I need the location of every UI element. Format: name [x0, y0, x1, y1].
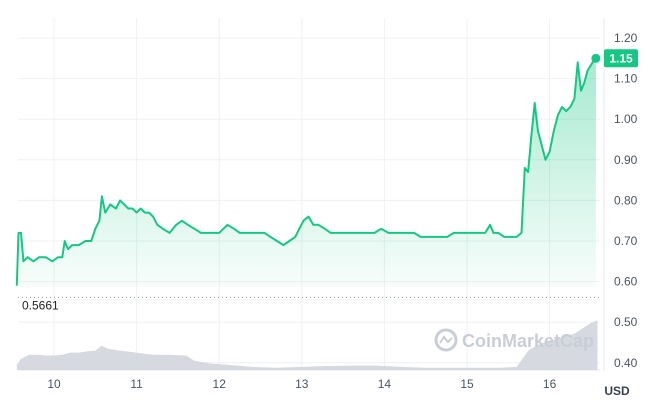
currency-label: USD	[604, 384, 630, 398]
y-axis: 1.20 1.10 1.00 0.90 0.80 0.70 0.60 0.50 0.40	[614, 31, 638, 370]
y-tick-label: 0.90	[614, 153, 638, 167]
y-tick-label: 0.70	[614, 234, 638, 248]
y-tick-label: 0.40	[614, 356, 638, 370]
y-tick-label: 1.10	[614, 72, 638, 86]
volume-area	[16, 320, 598, 370]
current-price-badge-text: 1.15	[609, 51, 633, 65]
price-area-fill	[16, 58, 596, 287]
x-tick-label: 15	[460, 377, 474, 391]
y-tick-label: 0.80	[614, 193, 638, 207]
x-tick-label: 16	[543, 377, 557, 391]
current-price-badge-bg	[604, 49, 638, 68]
coinmarketcap-watermark: CoinMarketCap	[434, 328, 594, 352]
coinmarketcap-logo-mark	[439, 335, 453, 344]
y-tick-label: 1.00	[614, 112, 638, 126]
y-tick-label: 0.60	[614, 275, 638, 289]
grid-lines	[18, 18, 605, 371]
x-tick-label: 14	[378, 377, 392, 391]
last-price-dot	[591, 53, 601, 63]
x-tick-label: 12	[213, 377, 227, 391]
watermark-text: CoinMarketCap	[462, 331, 594, 351]
current-price-badge: 1.15	[604, 49, 638, 68]
x-tick-label: 10	[47, 377, 61, 391]
x-axis: 10 11 12 13 14 15 16	[47, 377, 556, 391]
y-tick-label: 1.20	[614, 31, 638, 45]
price-line	[15, 57, 597, 286]
low-price-label: 0.5661	[22, 298, 59, 312]
x-tick-label: 11	[130, 377, 143, 391]
coinmarketcap-logo-icon	[434, 328, 458, 352]
y-tick-label: 0.50	[614, 315, 638, 329]
x-tick-label: 13	[295, 377, 309, 391]
